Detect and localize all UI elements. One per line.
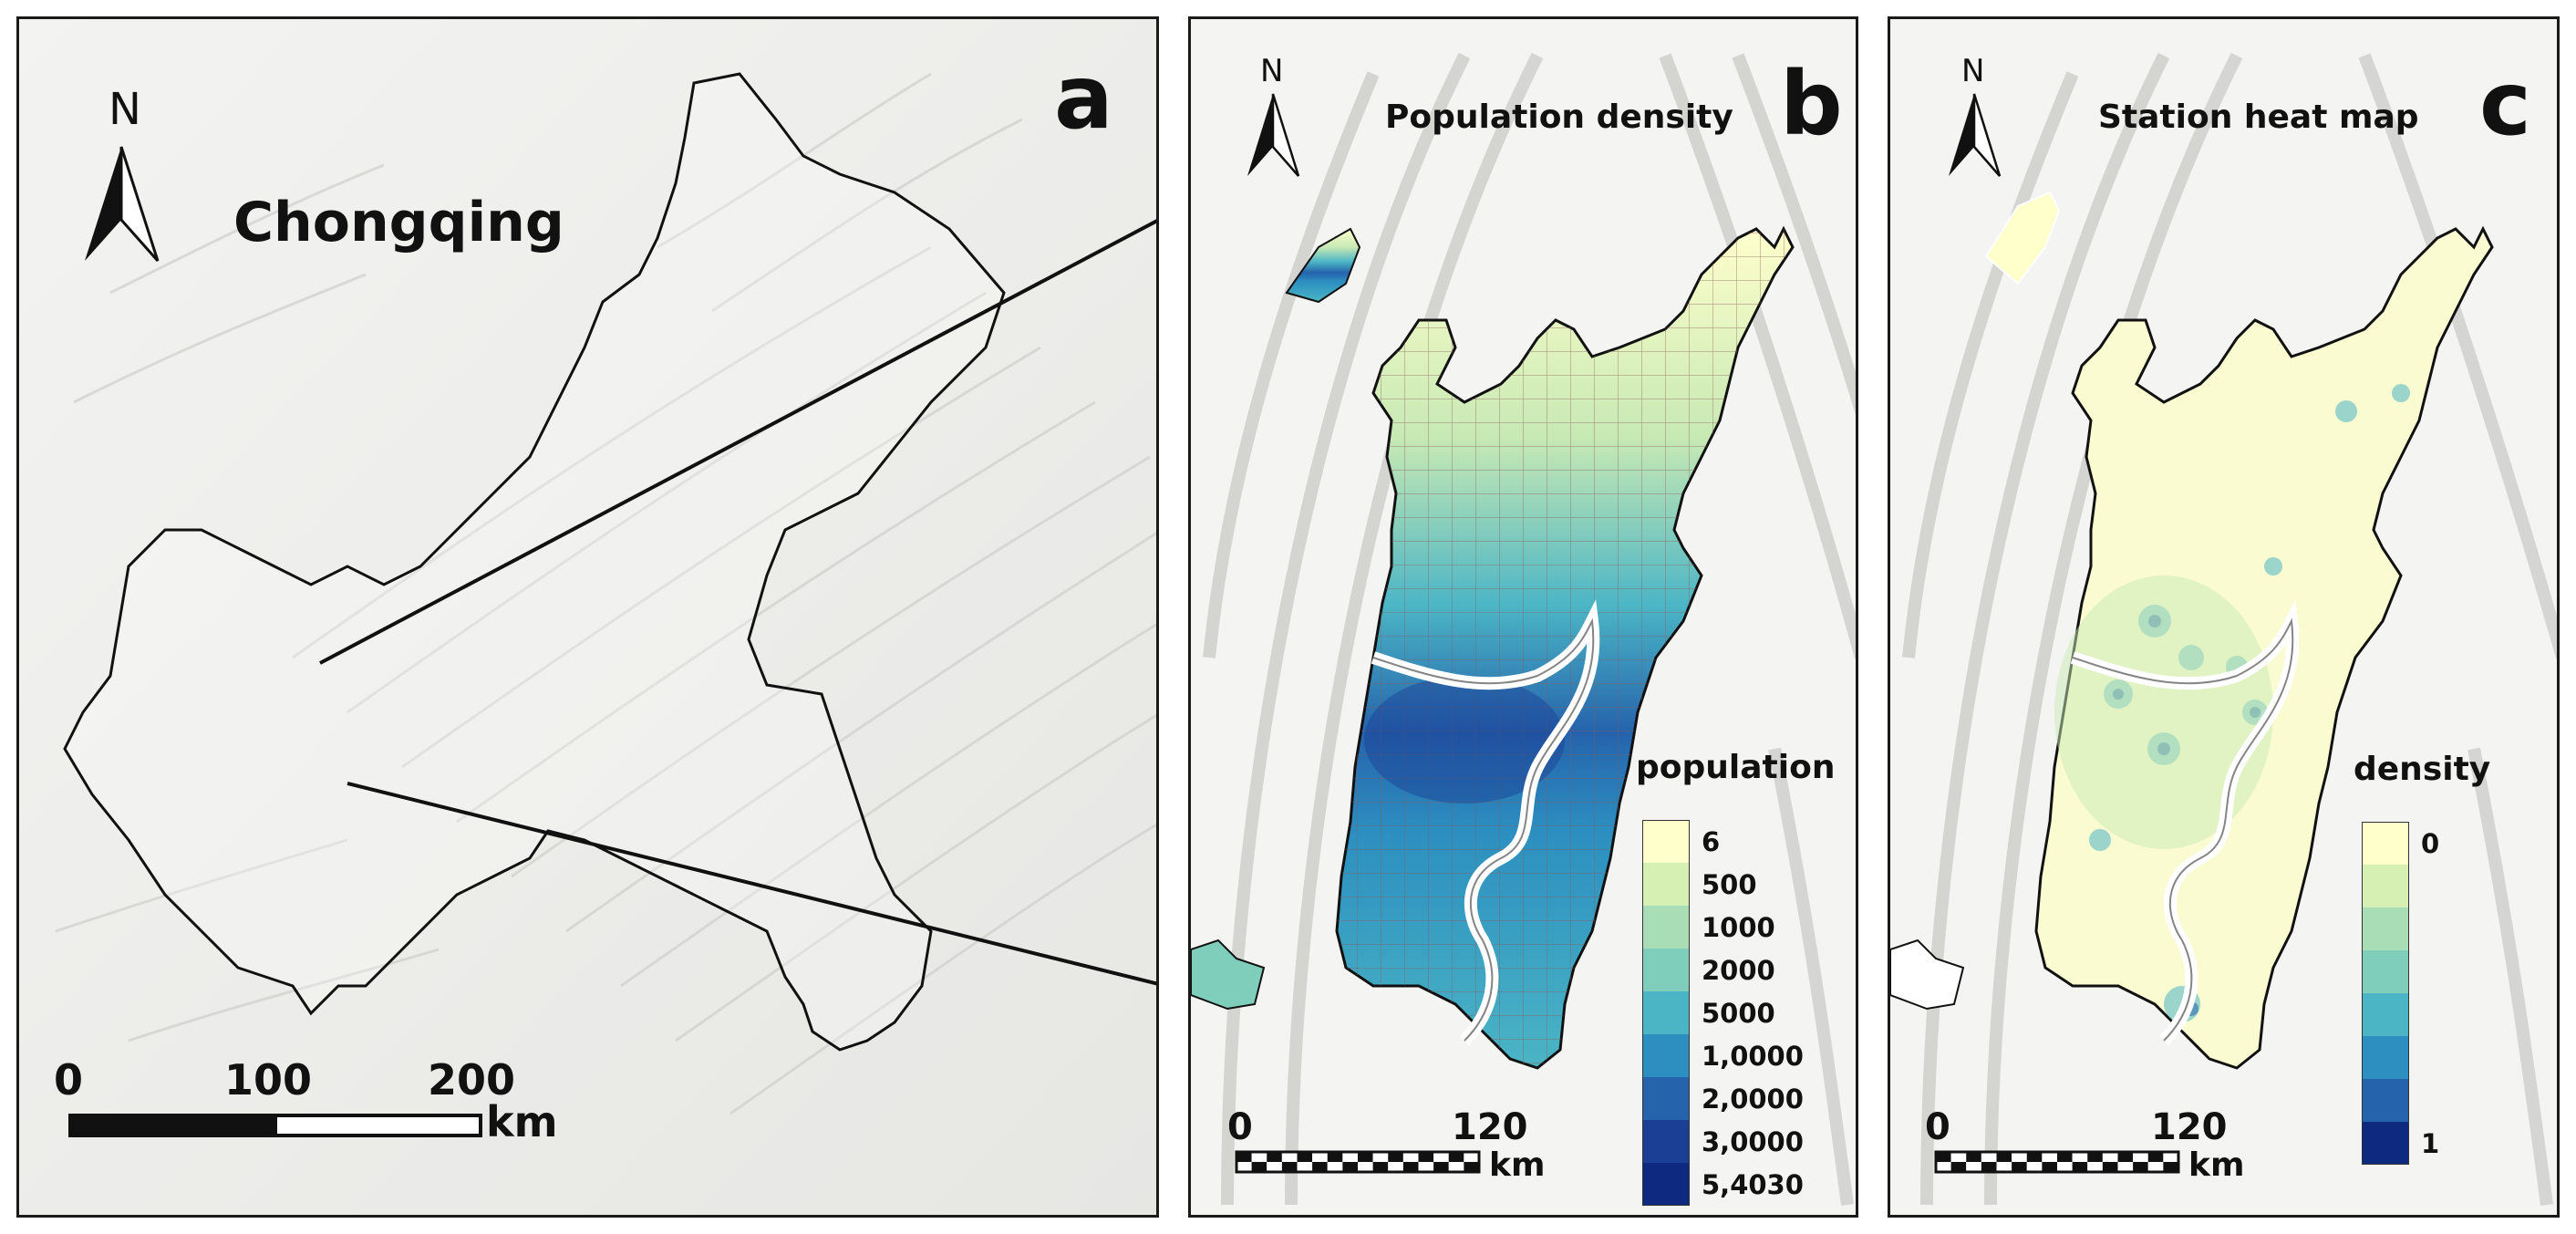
legend-swatch: [2362, 1036, 2409, 1079]
legend-swatch: [1642, 906, 1690, 949]
legend-swatch: [2362, 1122, 2409, 1165]
scale-unit: km: [1489, 1146, 1546, 1184]
legend-swatch: [1642, 1120, 1690, 1163]
map-title: Population density: [1385, 99, 1733, 136]
legend-label: 3,0000: [1702, 1125, 1804, 1157]
panel-c-map: c Station heat map N density 0 1 0 120 km: [1888, 16, 2560, 1218]
scale-bar: [68, 1114, 482, 1137]
urban-boundary: [2034, 225, 2494, 1070]
north-arrow-icon: [85, 146, 160, 262]
legend-swatch: [2362, 1079, 2409, 1122]
legend-swatch: [1642, 820, 1690, 863]
legend-label: 500: [1702, 868, 1757, 900]
legend-label: 2000: [1702, 954, 1775, 986]
legend-swatch: [2362, 822, 2409, 865]
north-arrow-icon: [1949, 93, 2002, 177]
panel-a-map: a Chongqing N 0 100 200 km: [16, 16, 1159, 1218]
north-label: N: [1260, 53, 1284, 89]
legend-label: 2,0000: [1702, 1083, 1804, 1115]
north-arrow-icon: [1247, 93, 1300, 177]
legend-swatch: [1642, 1034, 1690, 1077]
north-label: N: [109, 84, 141, 135]
scale-tick-120: 120: [2151, 1106, 2228, 1148]
legend-label: 5000: [1702, 997, 1775, 1029]
scale-unit: km: [2188, 1146, 2245, 1184]
scale-tick-0: 0: [1925, 1106, 1950, 1148]
legend-title: density: [2354, 751, 2491, 788]
scale-tick-100: 100: [224, 1055, 313, 1104]
legend-label: 1,0000: [1702, 1040, 1804, 1072]
terrain-hillshade: [1890, 19, 2557, 1215]
legend-swatch: [2362, 907, 2409, 950]
legend-label: 0: [2421, 827, 2440, 859]
legend-label: 1: [2421, 1127, 2440, 1159]
north-label: N: [1961, 53, 1985, 89]
legend-swatch: [1642, 991, 1690, 1034]
chongqing-boundary: [63, 72, 1006, 1052]
legend-swatch: [1642, 863, 1690, 906]
scale-tick-0: 0: [54, 1055, 84, 1104]
legend-title: population: [1636, 749, 1836, 786]
scale-tick-0: 0: [1227, 1106, 1253, 1148]
legend-swatch: [2362, 865, 2409, 907]
scale-unit: km: [486, 1097, 558, 1146]
scale-bar: [1934, 1150, 2180, 1174]
scale-bar: [1235, 1150, 1481, 1174]
region-label: Chongqing: [233, 191, 564, 254]
legend-label: 6: [1702, 825, 1721, 857]
map-title: Station heat map: [2098, 99, 2419, 136]
panel-b-map: b Population density N population 6 500 10…: [1188, 16, 1858, 1218]
panel-letter-a: a: [1054, 47, 1113, 149]
legend-swatch: [2362, 950, 2409, 993]
scale-tick-120: 120: [1452, 1106, 1528, 1148]
legend-swatch: [1642, 949, 1690, 991]
terrain-hillshade: [1191, 19, 1856, 1215]
legend-swatch: [1642, 1163, 1690, 1206]
legend-swatch: [2362, 993, 2409, 1036]
panel-letter-c: c: [2479, 53, 2531, 155]
terrain-hillshade: [19, 19, 1156, 1215]
scale-tick-200: 200: [428, 1055, 516, 1104]
legend-label: 1000: [1702, 911, 1775, 943]
legend-label: 5,4030: [1702, 1168, 1804, 1200]
panel-letter-b: b: [1780, 53, 1843, 155]
legend-swatch: [1642, 1077, 1690, 1120]
